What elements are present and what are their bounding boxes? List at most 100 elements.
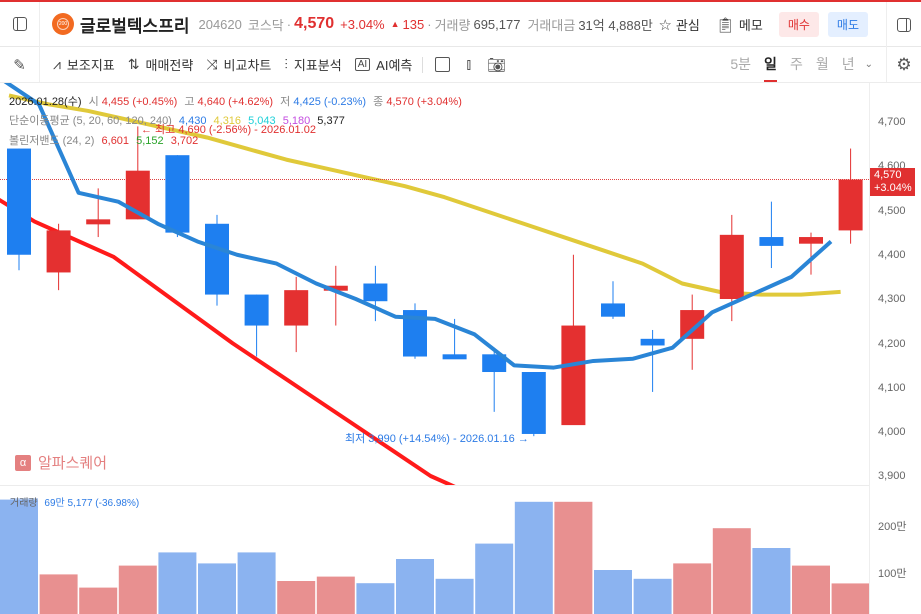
stock-code: 204620 bbox=[198, 16, 242, 32]
volume-bar bbox=[594, 570, 632, 614]
volume-bar bbox=[198, 563, 236, 614]
volume-bar bbox=[158, 552, 197, 614]
candle bbox=[561, 325, 586, 426]
volume-bar bbox=[39, 574, 78, 614]
trading-strategy-button[interactable]: ⇅ 매매전략 bbox=[127, 56, 194, 73]
volume-bar bbox=[237, 552, 276, 614]
company-logo: 200 bbox=[52, 13, 74, 35]
volume-bar bbox=[831, 583, 870, 614]
current-price-tag: 4,570 +3.04% bbox=[870, 168, 915, 196]
y-tick: 4,200 bbox=[878, 338, 906, 350]
volume-bar bbox=[633, 578, 672, 614]
volume-label: 거래량 bbox=[434, 17, 471, 33]
y-tick: 4,400 bbox=[878, 249, 906, 261]
y-tick: 4,000 bbox=[878, 426, 906, 438]
candle bbox=[205, 223, 229, 295]
candle bbox=[284, 290, 309, 326]
chevron-down-icon[interactable]: ⌄ bbox=[864, 59, 873, 70]
candlestick-chart[interactable] bbox=[0, 83, 921, 614]
y-tick: 4,500 bbox=[878, 205, 906, 217]
volume-bar bbox=[475, 543, 514, 614]
gear-icon: ⚙ bbox=[896, 54, 912, 74]
moving-average-legend[interactable]: 단순이동평균 (5, 20, 60, 120, 240) 4,430 4,316… bbox=[9, 115, 345, 127]
candle bbox=[799, 237, 823, 244]
high-annotation: ← 최고 4,690 (-2.56%) - 2026.01.02 bbox=[141, 124, 316, 136]
right-panel-toggle-button[interactable] bbox=[886, 2, 921, 47]
chart-toolbar: ✎ ⩘ 보조지표 ⇅ 매매전략 ⤨ 비교차트 ⫶ 지표분석 AI AI예측 ⫾ … bbox=[0, 47, 921, 83]
period-selector: 5분 일 주 월 년 ⌄ bbox=[717, 47, 873, 82]
volume-bar bbox=[514, 501, 553, 614]
stock-name[interactable]: 글로벌텍스프리 bbox=[80, 16, 190, 36]
sell-button[interactable]: 매도 bbox=[827, 12, 868, 37]
memo-button[interactable]: 📋︎ 메모 bbox=[715, 16, 763, 34]
sidebar-toggle-button[interactable] bbox=[0, 1, 40, 47]
volume-bar bbox=[118, 565, 157, 614]
volume-bar bbox=[752, 548, 791, 614]
watchlist-button[interactable]: ☆ 관심 bbox=[658, 16, 700, 34]
candle bbox=[838, 179, 863, 231]
shuffle-icon: ⤨ bbox=[206, 56, 218, 72]
candle bbox=[719, 234, 744, 299]
candlestick-icon[interactable]: ⫾ bbox=[466, 56, 472, 73]
volume-bar bbox=[79, 587, 118, 614]
clipboard-icon: 📋︎ bbox=[715, 16, 735, 34]
bollinger-legend[interactable]: 볼린저밴드 (24, 2) 6,601 5,152 3,702 bbox=[9, 135, 199, 147]
pen-icon: ✎ bbox=[13, 56, 26, 74]
candle bbox=[363, 283, 388, 302]
up-down-arrows-icon: ⇅ bbox=[127, 56, 140, 72]
y-tick: 4,700 bbox=[878, 116, 906, 128]
period-week[interactable]: 주 bbox=[789, 56, 803, 72]
indicator-button[interactable]: ⩘ 보조지표 bbox=[53, 56, 115, 73]
layout-square-icon[interactable] bbox=[435, 57, 451, 72]
drawing-tool-button[interactable]: ✎ bbox=[0, 47, 40, 82]
right-panel-icon bbox=[897, 17, 911, 32]
volume-bar bbox=[554, 501, 593, 614]
candle bbox=[601, 303, 625, 317]
period-5min[interactable]: 5분 bbox=[730, 56, 752, 72]
alphasquare-watermark: α 알파스퀘어 bbox=[15, 452, 107, 473]
volume-tick: 200만 bbox=[878, 521, 907, 533]
turnover-label: 거래대금 bbox=[527, 17, 576, 33]
stock-header: 200 글로벌텍스프리 204620 코스닥 · 4,570 +3.04% ▲ … bbox=[0, 0, 921, 47]
volume-bar bbox=[396, 559, 434, 614]
y-tick: 4,100 bbox=[878, 382, 906, 394]
analysis-icon: ⫶ bbox=[284, 56, 288, 72]
camera-icon[interactable]: 📷︎ bbox=[487, 56, 507, 74]
compare-chart-button[interactable]: ⤨ 비교차트 bbox=[206, 56, 272, 73]
period-year[interactable]: 년 bbox=[841, 56, 855, 72]
volume-bar bbox=[0, 499, 38, 614]
ohlc-legend: 2026.01.28(수) 시 4,455 (+0.45%) 고 4,640 (… bbox=[9, 96, 462, 108]
volume-bar bbox=[316, 576, 355, 614]
ai-chip-icon: AI bbox=[354, 58, 371, 71]
candle bbox=[482, 354, 507, 373]
change-amount: 135 bbox=[402, 16, 425, 32]
buy-button[interactable]: 매수 bbox=[778, 12, 819, 37]
low-annotation: 최저 3,990 (+14.54%) - 2026.01.16 → bbox=[345, 433, 529, 445]
market-name: 코스닥 bbox=[247, 17, 284, 33]
volume-value: 695,177 bbox=[473, 16, 521, 32]
volume-tick: 100만 bbox=[878, 568, 907, 580]
change-percent: +3.04% bbox=[340, 16, 385, 32]
volume-bar bbox=[356, 583, 395, 614]
volume-legend: 거래량 69만 5,177 (-36.98%) bbox=[10, 498, 140, 509]
period-day[interactable]: 일 bbox=[764, 47, 777, 82]
price-chart[interactable] bbox=[0, 83, 921, 614]
ai-prediction-button[interactable]: AI AI예측 bbox=[354, 55, 412, 74]
candle bbox=[86, 219, 111, 225]
volume-bar bbox=[277, 581, 316, 614]
candle bbox=[165, 155, 190, 233]
volume-bar bbox=[435, 578, 474, 614]
y-tick: 4,300 bbox=[878, 293, 906, 305]
candle bbox=[521, 372, 546, 434]
candle bbox=[46, 230, 71, 273]
indicator-analysis-button[interactable]: ⫶ 지표분석 bbox=[284, 56, 342, 73]
current-price: 4,570 bbox=[294, 15, 335, 32]
candle bbox=[244, 294, 269, 326]
volume-bar bbox=[712, 528, 751, 614]
candle bbox=[442, 354, 467, 360]
period-month[interactable]: 월 bbox=[815, 56, 829, 72]
settings-button[interactable]: ⚙ bbox=[886, 47, 921, 82]
volume-bar bbox=[792, 565, 830, 614]
indicator-icon: ⩘ bbox=[53, 56, 61, 72]
up-arrow-icon: ▲ bbox=[390, 19, 400, 29]
